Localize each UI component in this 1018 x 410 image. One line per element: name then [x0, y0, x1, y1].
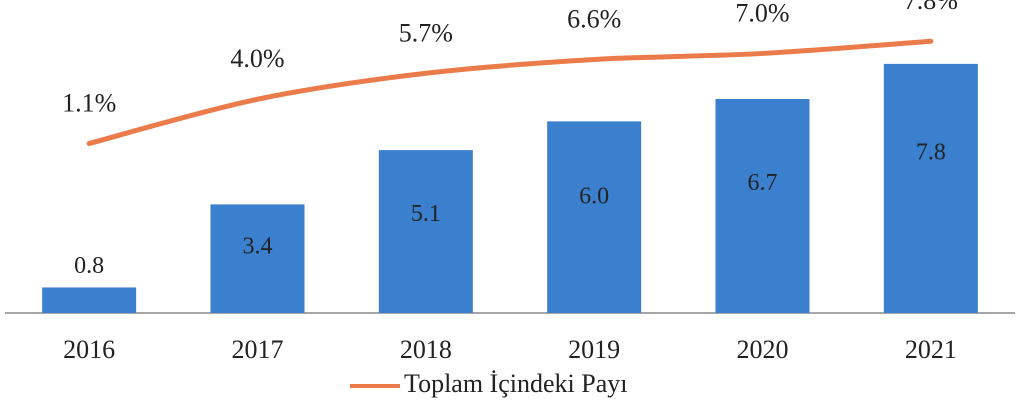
line-value-label: 1.1% [62, 88, 116, 117]
x-tick-label: 2021 [905, 335, 957, 364]
legend-label: Toplam İçindeki Payı [404, 369, 627, 398]
x-tick-label: 2020 [737, 335, 789, 364]
bar [883, 63, 978, 314]
bar [378, 150, 473, 313]
bar [547, 121, 642, 314]
bar-value-label: 6.7 [748, 170, 778, 196]
line-value-label: 4.0% [230, 44, 284, 73]
bar [715, 99, 810, 314]
bar [42, 287, 137, 313]
x-tick-label: 2019 [568, 335, 620, 364]
line [86, 38, 934, 147]
bar-value-label: 7.8 [916, 139, 946, 165]
line-value-label: 7.8% [904, 0, 958, 15]
line-value-label: 5.7% [399, 18, 453, 47]
bar-value-label: 0.8 [74, 253, 104, 279]
bar-value-label: 3.4 [243, 233, 273, 259]
x-tick-label: 2016 [63, 335, 115, 364]
line-value-label: 7.0% [735, 0, 789, 27]
x-tick-label: 2018 [400, 335, 452, 364]
line-value-label: 6.6% [567, 5, 621, 34]
bar-value-label: 5.1 [411, 201, 441, 227]
bar [210, 204, 305, 313]
x-tick-label: 2017 [232, 335, 284, 364]
bar-value-label: 6.0 [579, 184, 609, 210]
